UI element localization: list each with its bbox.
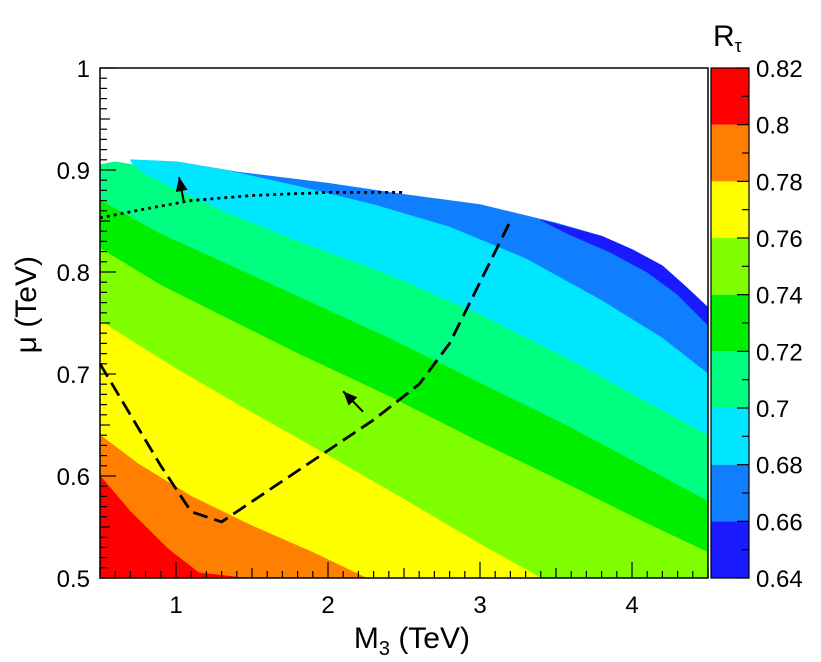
colorbar-tick-label: 0.78 — [756, 169, 803, 196]
contour-bands — [99, 159, 709, 579]
y-tick-label: 0.5 — [57, 566, 90, 593]
y-tick-label: 1 — [77, 56, 90, 83]
colorbar-tick-label: 0.8 — [756, 113, 789, 140]
y-axis-ticks: 0.5 0.6 0.7 0.8 0.9 1 — [57, 56, 116, 593]
dashed-curve — [98, 220, 512, 524]
y-tick-label: 0.9 — [57, 158, 90, 185]
x-axis-ticks: 1 2 3 4 — [99, 562, 709, 619]
y-tick-label: 0.6 — [57, 464, 90, 491]
colorbar-tick-label: 0.68 — [756, 453, 803, 480]
arrow-dotted — [175, 176, 188, 201]
colorbar: 0.82 0.8 0.78 0.76 0.74 0.72 0.7 0.68 0.66 0.64 — [710, 56, 803, 593]
colorbar-title: Rτ — [713, 20, 742, 56]
y-tick-label: 0.8 — [57, 260, 90, 287]
x-axis-title: M3 (TeV) — [354, 622, 470, 660]
colorbar-tick-label: 0.76 — [756, 226, 803, 253]
colorbar-tick-label: 0.74 — [756, 283, 803, 310]
x-tick-label: 1 — [169, 592, 182, 619]
x-tick-label: 2 — [321, 592, 334, 619]
colorbar-tick-label: 0.64 — [756, 566, 803, 593]
y-tick-label: 0.7 — [57, 362, 90, 389]
colorbar-tick-label: 0.7 — [756, 396, 789, 423]
y-axis-title: μ (TeV) — [10, 256, 43, 353]
colorbar-tick-label: 0.66 — [756, 509, 803, 536]
contour-curves — [98, 190, 512, 524]
arrow-dashed — [342, 390, 364, 413]
colorbar-tick-label: 0.82 — [756, 56, 803, 83]
x-tick-label: 4 — [625, 592, 638, 619]
colorbar-tick-label: 0.72 — [756, 339, 803, 366]
x-tick-label: 3 — [473, 592, 486, 619]
curve-arrows — [175, 176, 364, 413]
